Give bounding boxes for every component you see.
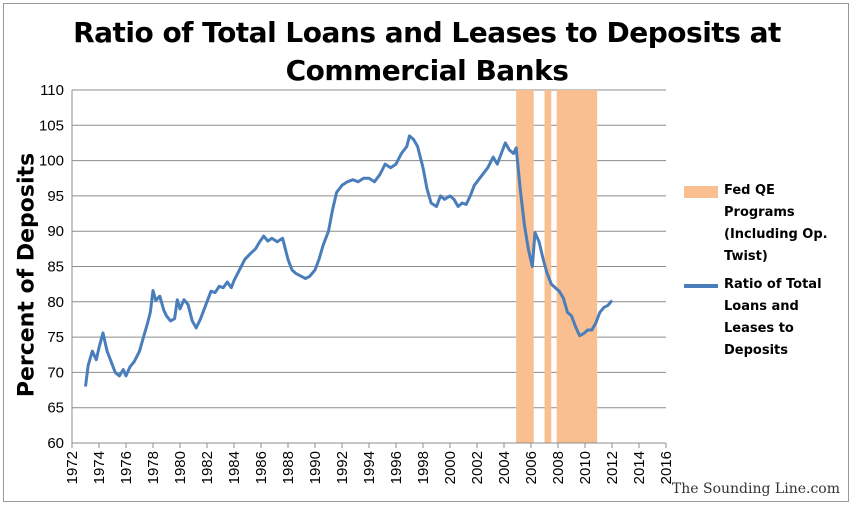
x-tick-label-2014: 2014 xyxy=(631,451,648,484)
y-tick-label-100: 100 xyxy=(39,153,64,170)
legend-item-qe: Fed QE Programs (Including Op. Twist) xyxy=(684,180,854,268)
series-line-1 xyxy=(84,134,614,387)
chart-title: Ratio of Total Loans and Leases to Depos… xyxy=(0,14,854,90)
x-tick-label-2000: 2000 xyxy=(442,451,459,484)
x-tick-label-1986: 1986 xyxy=(253,451,270,484)
y-tick-label-110: 110 xyxy=(40,82,64,99)
x-tick-label-1994: 1994 xyxy=(361,451,378,484)
watermark: The Sounding Line.com xyxy=(671,481,840,497)
x-tick-label-2006: 2006 xyxy=(523,451,540,484)
x-tick-label-2010: 2010 xyxy=(577,451,594,484)
x-tick-label-1982: 1982 xyxy=(199,451,216,484)
legend-label-qe-1: Fed QE xyxy=(724,183,775,198)
chart-title-line-1: Ratio of Total Loans and Leases to Depos… xyxy=(73,16,781,49)
legend-label-ratio-2: Loans and xyxy=(724,299,799,314)
legend: Fed QE Programs (Including Op. Twist) Ra… xyxy=(684,180,854,368)
legend-label-ratio-1: Ratio of Total xyxy=(724,277,822,292)
y-tick-label-70: 70 xyxy=(47,364,64,381)
x-tick-label-2004: 2004 xyxy=(496,451,513,484)
tick-layer: 60 65 70 75 80 85 90 95 100 105 110 1972 1974 1976 197… xyxy=(39,82,675,484)
y-tick-label-60: 60 xyxy=(47,435,64,452)
x-tick-label-1990: 1990 xyxy=(307,451,324,484)
shade-layer xyxy=(516,90,598,443)
legend-swatch-qe xyxy=(684,186,718,198)
qe-band-2 xyxy=(544,90,552,443)
qe-band-3 xyxy=(556,90,598,443)
legend-label-ratio-3: Leases to xyxy=(724,321,794,336)
chart-frame xyxy=(3,3,849,502)
x-tick-label-1972: 1972 xyxy=(64,451,81,484)
line-layer xyxy=(84,134,614,387)
chart-title-line-2: Commercial Banks xyxy=(285,54,569,87)
x-tick-label-1996: 1996 xyxy=(388,451,405,484)
legend-label-qe-4: Twist) xyxy=(724,249,768,264)
y-tick-label-75: 75 xyxy=(47,329,64,346)
axis-layer xyxy=(71,90,667,448)
x-tick-label-1992: 1992 xyxy=(334,451,351,484)
x-tick-label-1998: 1998 xyxy=(415,451,432,484)
y-tick-label-80: 80 xyxy=(47,294,64,311)
legend-label-qe-2: Programs xyxy=(724,205,795,220)
legend-swatch-ratio xyxy=(684,284,718,288)
x-tick-label-1980: 1980 xyxy=(172,451,189,484)
legend-label-ratio-4: Deposits xyxy=(724,343,788,358)
legend-label-qe-3: (Including Op. xyxy=(724,227,828,242)
x-tick-label-1984: 1984 xyxy=(226,451,243,484)
legend-item-ratio: Ratio of Total Loans and Leases to Depos… xyxy=(684,274,854,362)
x-tick-label-1974: 1974 xyxy=(91,451,108,484)
y-tick-label-90: 90 xyxy=(47,223,64,240)
y-tick-label-65: 65 xyxy=(47,400,64,417)
x-tick-label-1988: 1988 xyxy=(280,451,297,484)
x-tick-label-1978: 1978 xyxy=(145,451,162,484)
y-tick-label-95: 95 xyxy=(47,188,64,205)
x-tick-label-2016: 2016 xyxy=(658,451,675,484)
x-tick-label-1976: 1976 xyxy=(118,451,135,484)
x-tick-label-2012: 2012 xyxy=(604,451,621,484)
y-tick-label-105: 105 xyxy=(39,117,64,134)
x-tick-label-2002: 2002 xyxy=(469,451,486,484)
x-tick-label-2008: 2008 xyxy=(550,451,567,484)
y-tick-label-85: 85 xyxy=(47,259,64,276)
